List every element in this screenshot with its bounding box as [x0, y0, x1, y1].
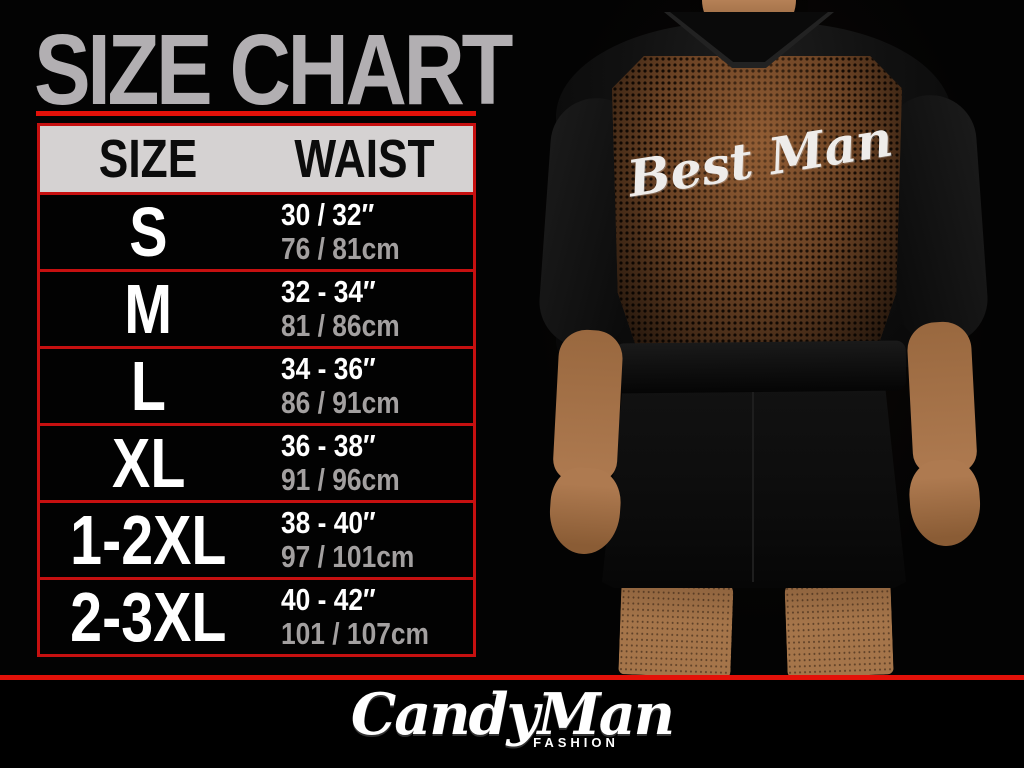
size-cell: M [40, 270, 257, 348]
waist-cell: 34 - 36″ 86 / 91cm [257, 349, 474, 423]
size-cell: L [40, 347, 257, 425]
waist-inches: 30 / 32″ [280, 197, 374, 232]
waist-centimeters: 76 / 81cm [280, 231, 400, 266]
page-title-text: SIZE CHART [34, 14, 513, 126]
waist-inches: 40 - 42″ [280, 582, 376, 617]
model-forearm-right [906, 320, 978, 476]
size-cell: 2-3XL [40, 578, 257, 656]
waist-inches: 32 - 34″ [280, 274, 376, 309]
brand-tagline: FASHION [533, 735, 619, 750]
size-value: L [130, 347, 166, 425]
waist-inches: 36 - 38″ [280, 428, 376, 463]
table-row-l: L 34 - 36″ 86 / 91cm [40, 347, 474, 426]
table-row-m: M 32 - 34″ 81 / 86cm [40, 270, 474, 349]
waist-cell: 38 - 40″ 97 / 101cm [257, 503, 474, 577]
waist-cell: 40 - 42″ 101 / 107cm [257, 580, 474, 654]
size-column-header: SIZE [40, 126, 257, 192]
size-value: 2-3XL [70, 578, 227, 656]
bottom-red-divider [0, 675, 1024, 680]
garment-back-text-label: Best Man [623, 107, 897, 209]
size-value: S [129, 193, 168, 271]
table-row-s: S 30 / 32″ 76 / 81cm [40, 193, 474, 272]
size-table: SIZE WAIST S 30 / 32″ 76 / 81cm M 32 - 3… [37, 123, 476, 657]
table-row-1-2xl: 1-2XL 38 - 40″ 97 / 101cm [40, 501, 474, 580]
waist-centimeters: 91 / 96cm [280, 462, 400, 497]
waist-centimeters: 81 / 86cm [280, 308, 400, 343]
brand-logo: CandyMan FASHION [0, 686, 1024, 750]
robe-mesh-back-panel [612, 56, 902, 352]
size-cell: S [40, 193, 257, 271]
size-value: XL [111, 424, 185, 502]
robe-center-seam [752, 392, 754, 582]
robe-belt [613, 340, 907, 394]
waist-centimeters: 86 / 91cm [280, 385, 400, 420]
waist-column-header: WAIST [257, 126, 474, 192]
table-row-2-3xl: 2-3XL 40 - 42″ 101 / 107cm [40, 578, 474, 656]
table-row-xl: XL 36 - 38″ 91 / 96cm [40, 424, 474, 503]
size-table-header-row: SIZE WAIST [40, 126, 473, 195]
model-thigh-left [618, 576, 734, 678]
size-value: 1-2XL [70, 501, 227, 579]
waist-inches: 38 - 40″ [280, 505, 376, 540]
model-forearm-left [552, 328, 624, 484]
waist-centimeters: 97 / 101cm [280, 539, 414, 574]
waist-cell: 32 - 34″ 81 / 86cm [257, 272, 474, 346]
brand-name: CandyMan [350, 681, 675, 748]
robe-skirt [602, 382, 906, 588]
page-title: SIZE CHART [34, 20, 594, 120]
size-column-header-label: SIZE [99, 129, 198, 189]
waist-column-header-label: WAIST [294, 129, 435, 189]
waist-cell: 30 / 32″ 76 / 81cm [257, 195, 474, 269]
waist-cell: 36 - 38″ 91 / 96cm [257, 426, 474, 500]
title-underline [36, 111, 476, 116]
waist-inches: 34 - 36″ [280, 351, 376, 386]
waist-centimeters: 101 / 107cm [280, 616, 429, 651]
footer-band [0, 680, 1024, 768]
size-cell: XL [40, 424, 257, 502]
size-cell: 1-2XL [40, 501, 257, 579]
model-thigh-right [784, 576, 894, 678]
size-value: M [124, 270, 173, 348]
